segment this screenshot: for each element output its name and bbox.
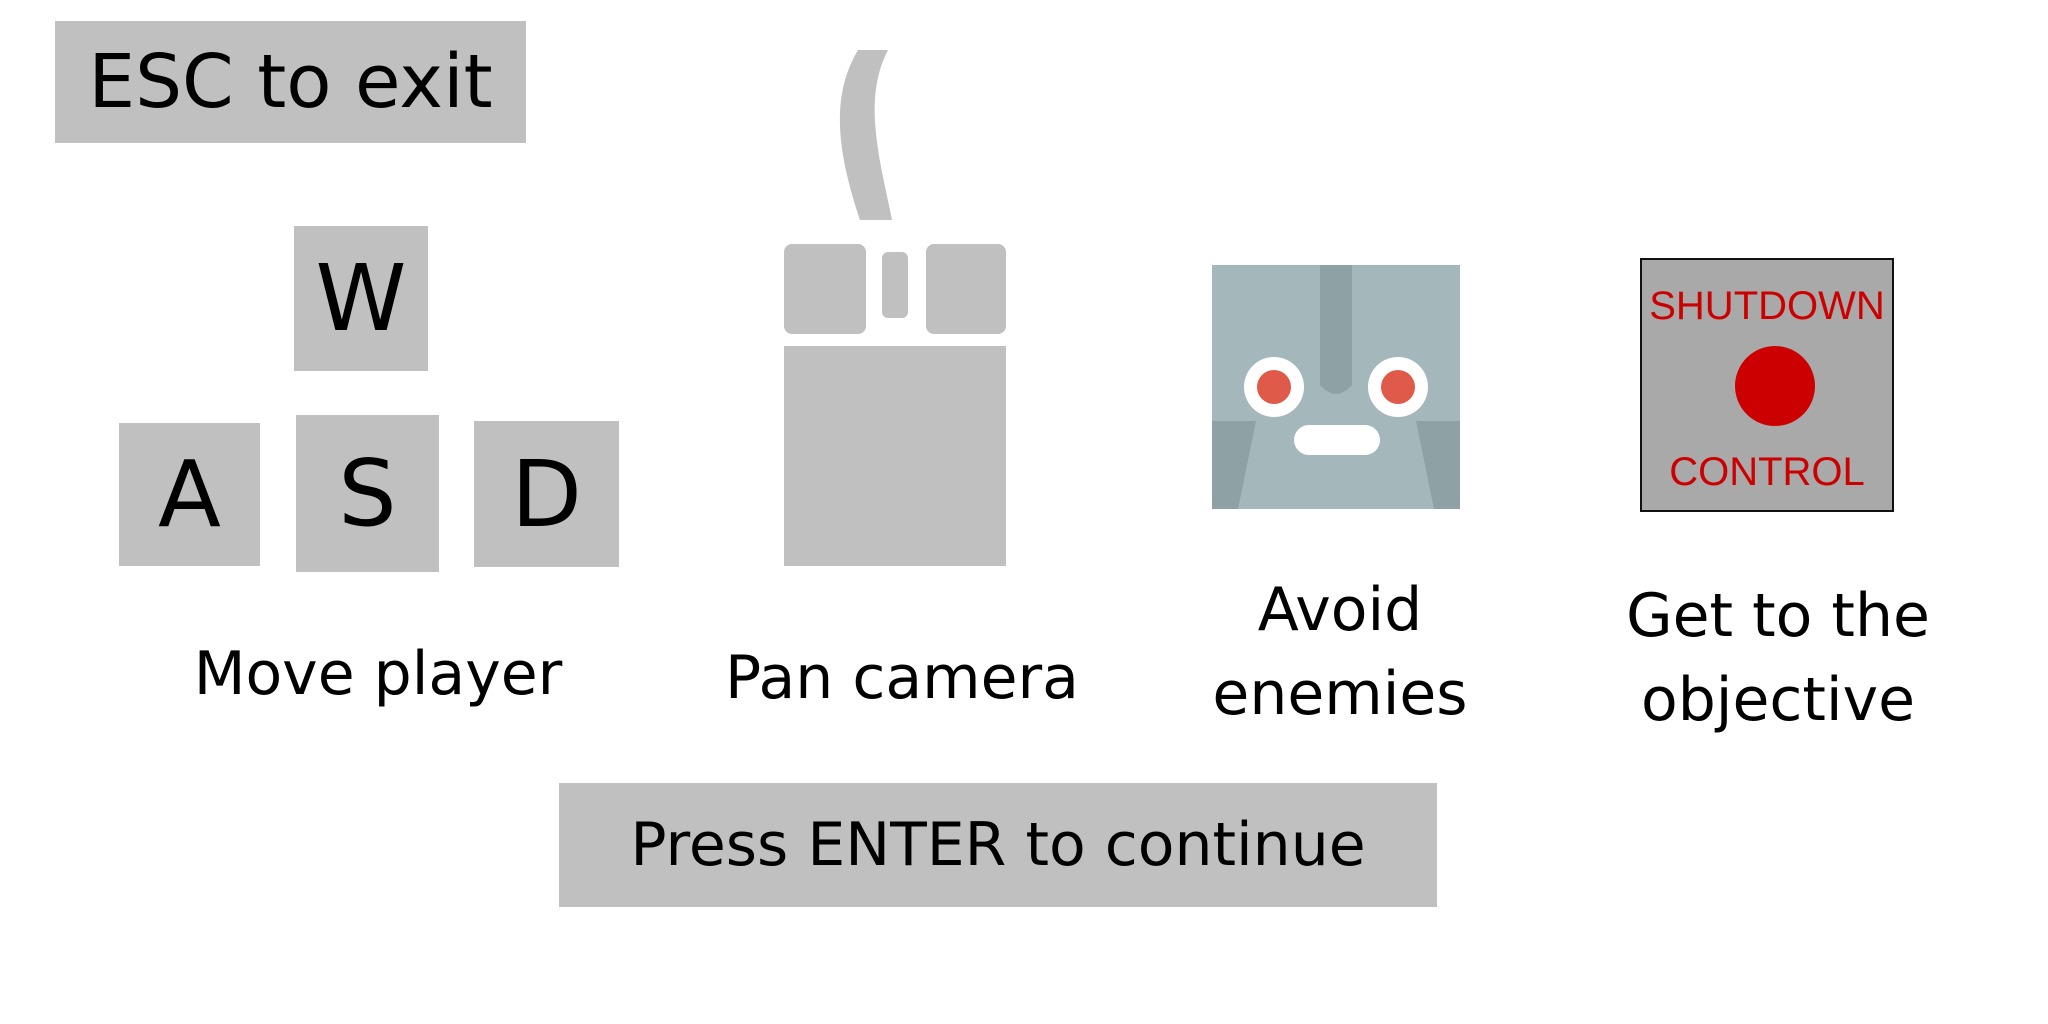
enemy-crest bbox=[1320, 265, 1352, 394]
key-w-label: W bbox=[315, 245, 407, 352]
enemy-right-pupil bbox=[1381, 370, 1415, 404]
robot-enemy-icon bbox=[1212, 265, 1460, 509]
continue-prompt-label: Press ENTER to continue bbox=[630, 810, 1366, 880]
pan-camera-caption: Pan camera bbox=[725, 643, 1079, 713]
key-w: W bbox=[294, 226, 428, 371]
enemy-mouth bbox=[1294, 425, 1380, 455]
avoid-caption-line-1: Avoid bbox=[1257, 575, 1423, 645]
shutdown-control-icon: SHUTDOWN CONTROL bbox=[1640, 258, 1894, 512]
avoid-enemies-caption: Avoid enemies bbox=[1180, 568, 1500, 736]
key-a-label: A bbox=[158, 441, 221, 548]
esc-exit-hint: ESC to exit bbox=[55, 21, 526, 143]
key-a: A bbox=[119, 423, 260, 566]
move-player-caption: Move player bbox=[193, 639, 563, 709]
objective-caption: Get to the objective bbox=[1598, 574, 1958, 742]
key-s: S bbox=[296, 415, 439, 572]
key-d-label: D bbox=[511, 440, 582, 548]
objective-red-button bbox=[1735, 346, 1815, 426]
enemy-left-jaw bbox=[1212, 421, 1256, 509]
esc-exit-label: ESC to exit bbox=[88, 39, 493, 125]
objective-sign-top: SHUTDOWN bbox=[1649, 284, 1885, 328]
mouse-scroll-wheel bbox=[882, 252, 908, 318]
continue-prompt[interactable]: Press ENTER to continue bbox=[559, 783, 1437, 907]
key-s-label: S bbox=[338, 440, 397, 547]
avoid-caption-line-2: enemies bbox=[1212, 659, 1468, 729]
key-d: D bbox=[474, 421, 619, 567]
mouse-left-button bbox=[784, 244, 866, 334]
objective-sign-bottom: CONTROL bbox=[1669, 450, 1865, 494]
enemy-left-pupil bbox=[1257, 370, 1291, 404]
mouse-cable bbox=[839, 50, 892, 220]
mouse-icon bbox=[784, 50, 1006, 566]
objective-caption-line-2: objective bbox=[1641, 665, 1915, 735]
enemy-right-jaw bbox=[1416, 421, 1460, 509]
mouse-right-button bbox=[926, 244, 1006, 334]
objective-caption-line-1: Get to the bbox=[1626, 581, 1930, 651]
mouse-body bbox=[784, 346, 1006, 566]
